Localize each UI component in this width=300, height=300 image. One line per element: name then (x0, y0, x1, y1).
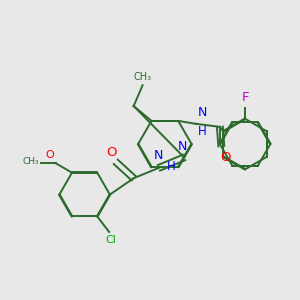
Text: O: O (45, 150, 54, 160)
Text: N: N (198, 106, 207, 119)
Text: H: H (167, 160, 176, 173)
Text: H: H (198, 125, 206, 138)
Text: CH₃: CH₃ (23, 157, 39, 166)
Text: CH₃: CH₃ (134, 72, 152, 82)
Text: N: N (154, 149, 164, 163)
Text: O: O (220, 151, 231, 164)
Text: O: O (106, 146, 117, 159)
Text: F: F (242, 91, 249, 104)
Text: N: N (178, 140, 188, 153)
Text: Cl: Cl (105, 236, 116, 245)
